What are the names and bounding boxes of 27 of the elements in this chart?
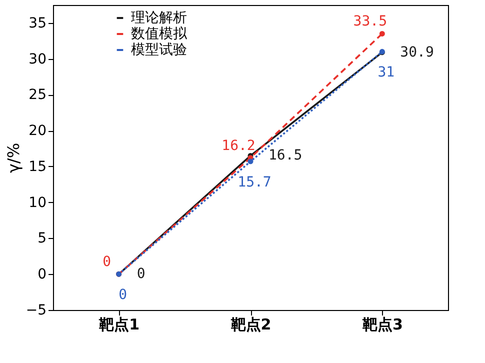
data-label: 33.5 [353,14,388,30]
y-tick-label: 25 [28,87,46,104]
x-tick-label: 靶点1 [98,316,140,334]
data-label: 15.7 [238,174,272,190]
data-label: 30.9 [400,44,434,60]
y-tick-label: 0 [38,266,46,283]
data-label: 31 [378,64,395,81]
y-tick-label: 5 [38,230,46,247]
data-label: 16.5 [268,148,302,164]
y-tick-label: 15 [28,158,46,175]
y-axis-title: γ/% [4,142,23,174]
y-tick-label: 20 [28,123,46,140]
point [248,158,254,164]
legend-label: 数值模拟 [131,26,188,42]
x-tick-label: 靶点3 [361,316,403,334]
data-label: 0 [136,266,146,282]
legend-label: 理论解析 [131,10,187,26]
y-tick-label: 10 [28,194,46,211]
y-tick-label: 35 [28,15,46,32]
data-label: 16.2 [222,138,256,154]
legend-label: 模型试验 [131,42,187,58]
data-label: 0 [118,287,128,304]
y-tick-label: −5 [26,302,46,318]
point [379,30,385,36]
data-label: 0 [102,254,112,270]
y-tick-label: 30 [28,51,46,68]
x-tick-label: 靶点2 [230,316,272,334]
